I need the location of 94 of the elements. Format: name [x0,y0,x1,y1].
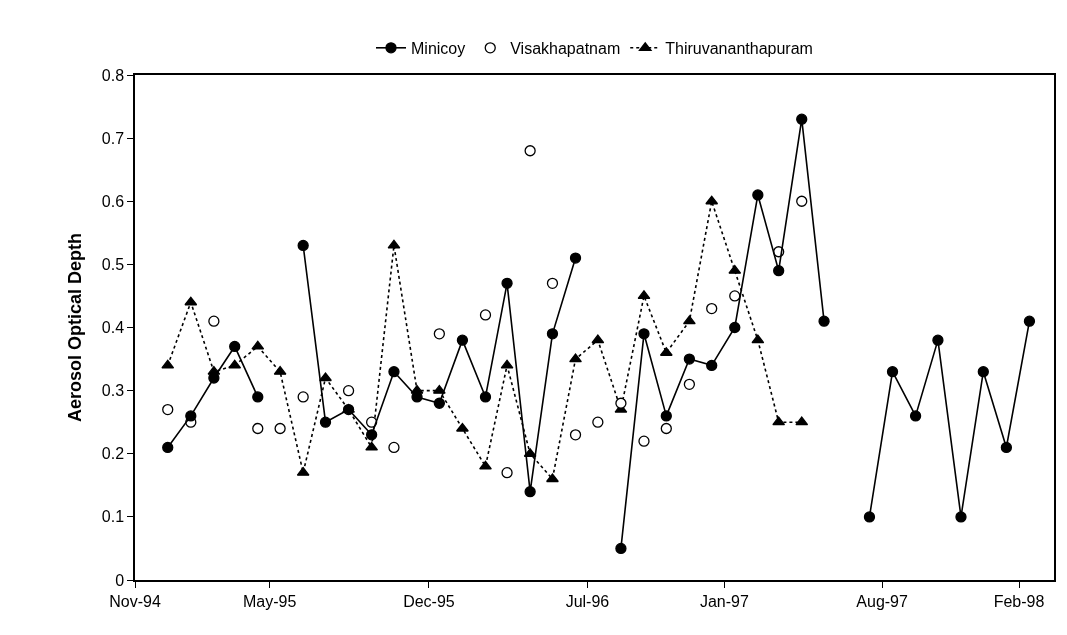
point [615,542,627,555]
y-tick-label: 0.7 [101,129,125,147]
point [546,473,559,483]
point [818,315,830,327]
point [229,340,241,353]
point [162,403,174,416]
point [569,353,582,363]
x-tick-label: Dec-95 [403,592,455,610]
point [729,321,741,334]
point [433,397,445,409]
point [162,441,174,454]
point [909,410,922,422]
x-tick-label: Nov-94 [109,592,161,610]
point [501,277,513,289]
point [524,485,536,498]
point [387,239,401,249]
x-tick-label: Jan-97 [699,592,749,610]
y-tick-label: 0.1 [101,508,125,526]
point [388,366,400,378]
y-tick-label: 0 [115,571,125,589]
legend-label: Minicoy [411,40,466,58]
point [706,359,718,372]
x-tick-label: May-95 [243,592,297,610]
point [660,422,672,435]
x-tick-label: Feb-98 [993,592,1045,610]
point [683,378,696,390]
point [274,422,286,435]
point [252,422,264,435]
point [297,391,309,403]
y-tick-label: 0.4 [101,319,125,337]
y-tick-label: 0.5 [101,255,125,273]
point [772,416,786,426]
point [365,429,378,441]
point [546,328,559,340]
point [342,384,355,397]
point [796,195,808,207]
point [796,113,808,125]
x-tick-label: Aug-97 [856,592,909,610]
point [1023,315,1036,327]
point [479,460,492,470]
point [479,309,492,321]
x-tick-label: Jul-96 [565,592,610,610]
point [706,302,718,315]
point [161,359,175,369]
y-tick-label: 0.8 [101,66,125,84]
y-axis-title: Aerosol Optical Depth [65,232,86,423]
point [569,429,582,441]
point [591,334,605,344]
point [569,252,582,264]
point [795,416,809,426]
point [185,410,197,422]
point [932,334,944,346]
point [752,189,764,201]
point [319,416,332,428]
point [365,441,379,451]
point [751,334,765,344]
point [660,410,672,422]
point [501,467,513,479]
point [297,239,309,252]
point [456,334,469,346]
y-tick-label: 0.3 [101,382,125,400]
point [615,397,627,409]
point [479,391,492,403]
point [638,435,650,447]
point [433,328,445,340]
point [682,315,696,325]
point [773,265,785,277]
point [546,277,559,289]
point [637,290,651,300]
y-tick-label: 0.2 [101,445,125,463]
point [500,359,514,369]
point [252,391,264,403]
y-tick-label: 0.6 [101,192,125,210]
point [319,372,332,382]
point [184,296,198,306]
point [208,315,220,327]
point [524,145,536,157]
point [705,195,719,205]
point [456,422,469,432]
point [683,353,696,365]
point [955,511,967,523]
point [228,359,242,369]
legend-label: Thiruvananthapuram [665,40,813,58]
point [886,366,899,378]
point [592,416,604,428]
point [388,441,400,454]
point [1000,441,1013,454]
legend-label: Visakhapatnam [510,40,621,58]
point [432,384,446,394]
point [251,340,265,350]
point [863,511,876,523]
point [638,328,650,340]
point [977,366,989,378]
point [729,290,741,302]
